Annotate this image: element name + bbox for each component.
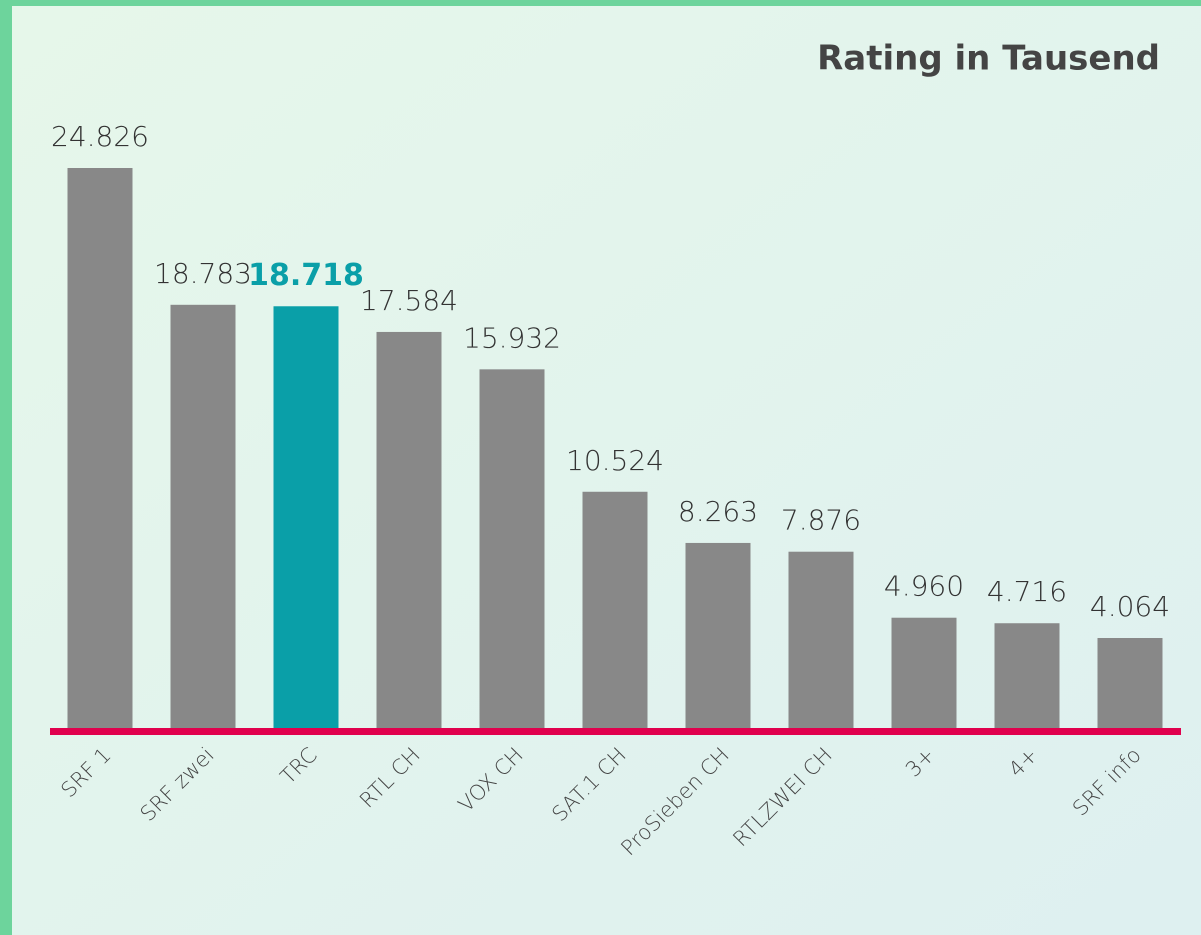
value-label: 10.524: [566, 444, 664, 477]
baseline: [50, 728, 1181, 735]
bar: [685, 542, 751, 730]
bar: [273, 306, 339, 730]
bar: [994, 623, 1060, 730]
value-label: 17.584: [360, 284, 458, 317]
value-label: 15.932: [463, 321, 561, 354]
bar: [582, 491, 648, 730]
value-label: 18.718: [248, 258, 364, 293]
value-label: 4.064: [1090, 590, 1170, 623]
bar: [788, 551, 854, 730]
value-label: 8.263: [678, 495, 758, 528]
value-label: 4.960: [884, 570, 964, 603]
value-label: 7.876: [781, 504, 861, 537]
bar: [891, 617, 957, 730]
value-label: 18.783: [154, 257, 252, 290]
bar: [170, 304, 236, 730]
chart-title: Rating in Tausend: [817, 39, 1160, 79]
bar: [479, 369, 545, 730]
bar: [1097, 638, 1163, 730]
value-label: 24.826: [51, 120, 149, 153]
value-label: 4.716: [987, 575, 1067, 608]
bar: [376, 331, 442, 730]
bar: [67, 168, 133, 730]
